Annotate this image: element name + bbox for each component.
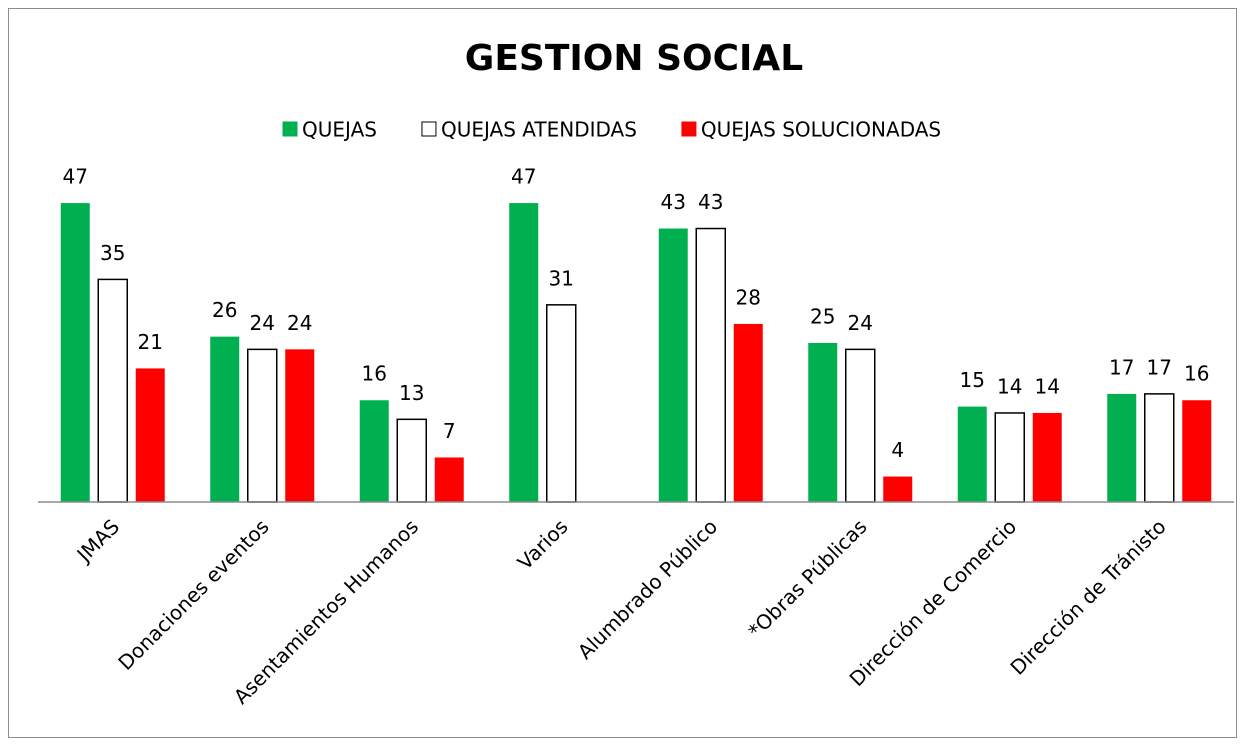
bar [359,400,389,502]
bar [957,406,987,502]
bar [509,203,539,502]
value-label: 4 [891,438,904,462]
chart-title: GESTION SOCIAL [465,38,803,79]
value-label: 14 [1035,374,1060,398]
value-label: 35 [100,241,125,265]
bar [135,368,165,502]
value-label: 24 [250,311,275,335]
value-label: 24 [848,311,873,335]
bar [994,412,1025,503]
value-label: 16 [1184,362,1209,386]
bar [434,457,464,502]
bar [247,348,278,503]
value-label: 47 [511,165,536,189]
bar [97,278,128,503]
bar [658,228,688,502]
value-label: 43 [661,190,686,214]
bar [695,227,726,503]
value-label: 24 [287,311,312,335]
value-label: 17 [1109,355,1134,379]
value-label: 28 [736,285,761,309]
bar [733,323,763,502]
value-label: 15 [960,368,985,392]
bar [396,418,427,503]
value-label: 43 [698,190,723,214]
value-label: 25 [810,305,835,329]
bar [285,349,315,502]
value-label: 7 [443,419,456,443]
bar [1032,412,1062,502]
legend-swatch [282,121,298,137]
bar [210,336,240,502]
bar [845,348,876,503]
bar [546,304,577,503]
value-label: 26 [212,298,237,322]
bar [1182,400,1212,502]
value-label: 17 [1147,355,1172,379]
bar [1107,393,1137,502]
legend-label: QUEJAS ATENDIDAS [441,118,637,142]
legend-label: QUEJAS SOLUCIONADAS [701,118,941,142]
value-label: 13 [399,381,424,405]
value-label: 47 [63,165,88,189]
legend-swatch [421,121,437,137]
value-label: 16 [362,362,387,386]
value-label: 14 [997,374,1022,398]
value-label: 21 [138,330,163,354]
bar [883,476,913,502]
legend-swatch [681,121,697,137]
value-label: 31 [549,266,574,290]
legend-label: QUEJAS [302,118,377,142]
bar [808,343,838,502]
bar [60,203,90,502]
bar [1144,393,1175,503]
